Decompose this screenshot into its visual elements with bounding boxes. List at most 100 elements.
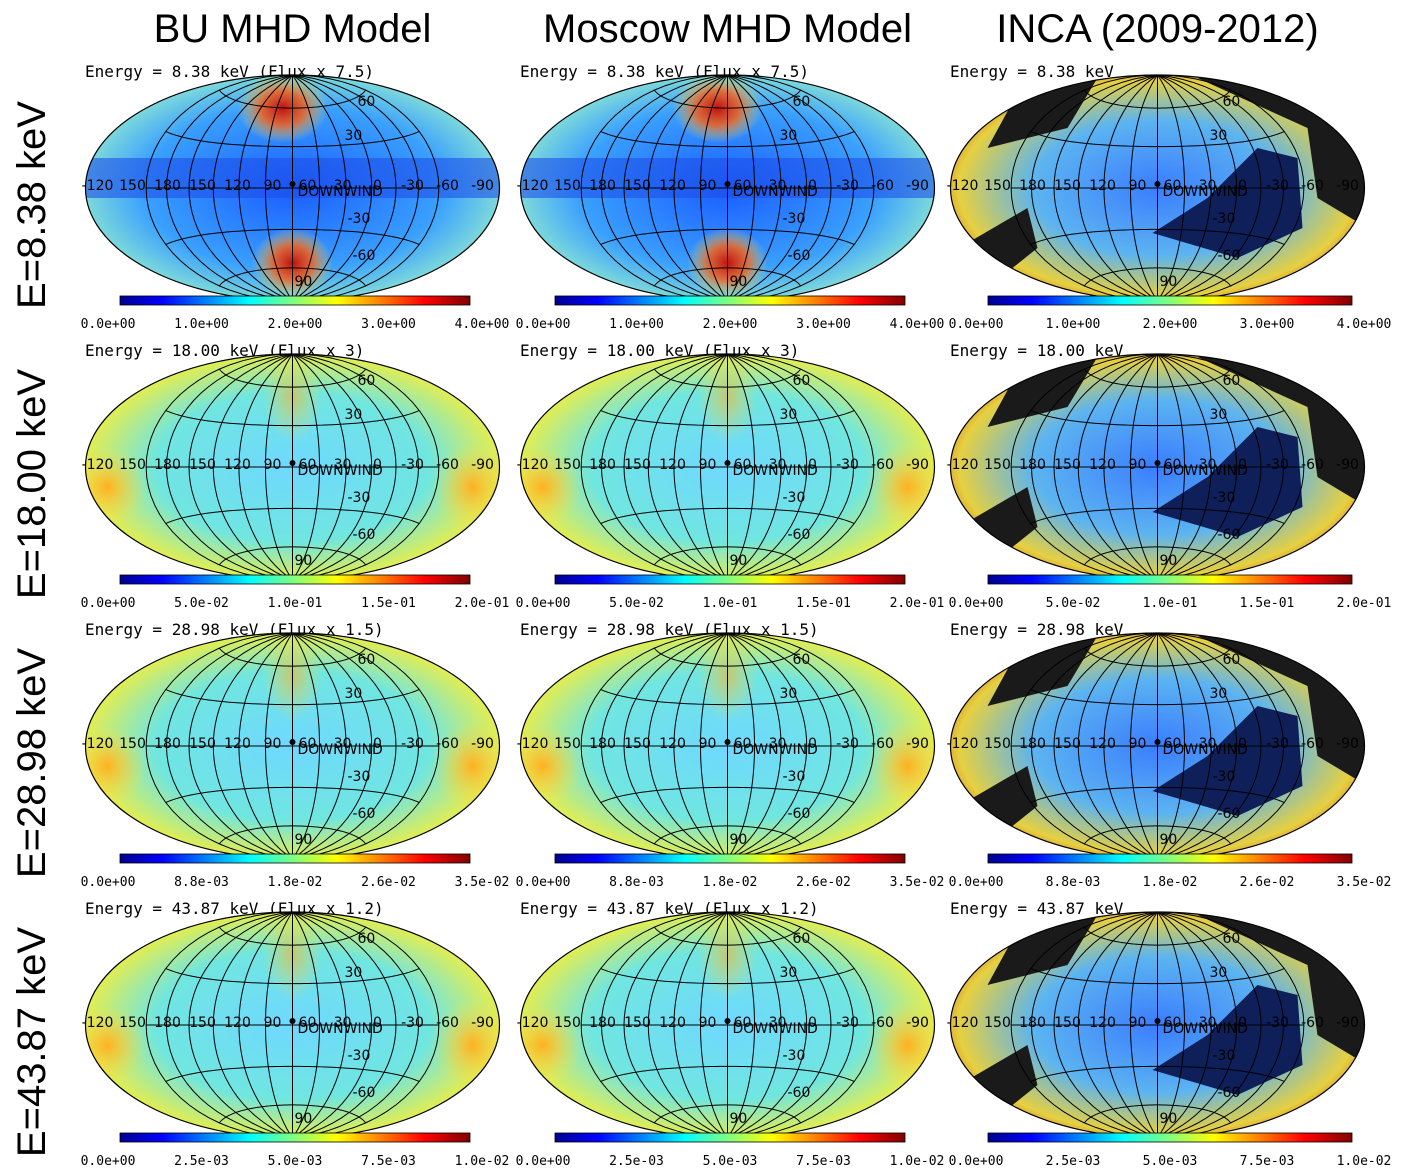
downwind-label: DOWNWIND: [733, 184, 818, 200]
longitude-label: 90: [1129, 1015, 1147, 1031]
latitude-label: 30: [780, 128, 798, 144]
latitude-label: 90: [295, 1111, 313, 1127]
latitude-label: -30: [1213, 211, 1236, 227]
colorbar: [120, 296, 470, 305]
colorbar-tick-label: 1.5e-01: [361, 596, 416, 611]
longitude-label: 120: [224, 736, 251, 752]
longitude-label: 120: [1089, 457, 1116, 473]
warm-spot: [868, 1000, 948, 1090]
colorbar-tick-label: 7.5e-03: [796, 1154, 851, 1169]
longitude-label: 150: [984, 1015, 1011, 1031]
downwind-label: DOWNWIND: [298, 463, 383, 479]
latitude-label: 90: [1160, 1111, 1178, 1127]
longitude-label: -90: [1336, 736, 1359, 752]
latitude-label: 60: [793, 652, 811, 668]
downwind-label: DOWNWIND: [298, 742, 383, 758]
latitude-label: -30: [783, 211, 806, 227]
latitude-label: 60: [358, 94, 376, 110]
downwind-label: DOWNWIND: [1163, 463, 1248, 479]
longitude-label: -120: [517, 457, 549, 473]
downwind-dot: [290, 181, 296, 187]
downwind-label: DOWNWIND: [1163, 184, 1248, 200]
colorbar-tick-label: 1.8e-02: [703, 875, 758, 890]
longitude-label: 150: [554, 457, 581, 473]
column-title: Moscow MHD Model: [543, 7, 912, 51]
longitude-label: 180: [154, 178, 181, 194]
longitude-label: 90: [1129, 457, 1147, 473]
panel: Energy = 28.98 keV (Flux x 1.5)-12015018…: [503, 620, 948, 890]
latitude-label: 60: [793, 931, 811, 947]
colorbar-tick-label: 1.5e-01: [1240, 596, 1295, 611]
longitude-label: 150: [1054, 457, 1081, 473]
panel: Energy = 18.00 keV-120150180150120906030…: [947, 341, 1392, 611]
latitude-label: 90: [730, 1111, 748, 1127]
colorbar-tick-label: 3.5e-02: [890, 875, 945, 890]
latitude-label: 90: [730, 832, 748, 848]
row-label: E=18.00 keV: [10, 369, 54, 599]
sky-map: -1201501801501209060300-30-60-906030-30-…: [68, 352, 513, 580]
longitude-label: 90: [264, 1015, 282, 1031]
colorbar: [988, 575, 1352, 584]
colorbar-tick-label: 1.0e+00: [174, 317, 229, 332]
colorbar-tick-label: 2.0e+00: [703, 317, 758, 332]
latitude-label: 30: [1210, 686, 1228, 702]
colorbar-tick-label: 0.0e+00: [81, 875, 136, 890]
colorbar-tick-label: 2.6e-02: [796, 875, 851, 890]
colorbar-tick-label: 0.0e+00: [516, 317, 571, 332]
longitude-label: 90: [699, 736, 717, 752]
energy-label: Energy = 28.98 keV: [950, 620, 1124, 639]
longitude-label: -60: [1301, 457, 1324, 473]
latitude-label: 30: [780, 407, 798, 423]
longitude-label: 120: [659, 1015, 686, 1031]
colorbar: [120, 854, 470, 863]
warm-spot: [868, 442, 948, 532]
latitude-label: 90: [1160, 553, 1178, 569]
colorbar-tick-label: 0.0e+00: [516, 1154, 571, 1169]
downwind-label: DOWNWIND: [733, 1021, 818, 1037]
latitude-label: -60: [1218, 806, 1241, 822]
colorbar-tick-label: 2.0e+00: [268, 317, 323, 332]
longitude-label: 180: [1019, 1015, 1046, 1031]
longitude-label: -90: [906, 457, 929, 473]
longitude-label: -60: [436, 736, 459, 752]
longitude-label: 150: [119, 736, 146, 752]
longitude-label: 180: [589, 457, 616, 473]
downwind-label: DOWNWIND: [1163, 742, 1248, 758]
colorbar-tick-label: 5.0e-03: [703, 1154, 758, 1169]
colorbar-tick-label: 0.0e+00: [949, 317, 1004, 332]
colorbar-tick-label: 2.6e-02: [1240, 875, 1295, 890]
latitude-label: -60: [353, 248, 376, 264]
downwind-dot: [725, 739, 731, 745]
longitude-label: -120: [82, 457, 114, 473]
colorbar-tick-label: 1.8e-02: [1143, 875, 1198, 890]
longitude-label: -30: [401, 457, 424, 473]
latitude-label: 30: [345, 407, 363, 423]
colorbar-tick-label: 5.0e-02: [609, 596, 664, 611]
longitude-label: 150: [624, 457, 651, 473]
downwind-dot: [725, 1018, 731, 1024]
longitude-label: 180: [154, 1015, 181, 1031]
colorbar-tick-label: 2.5e-03: [174, 1154, 229, 1169]
longitude-label: -60: [436, 178, 459, 194]
longitude-label: -60: [871, 736, 894, 752]
longitude-label: 90: [699, 1015, 717, 1031]
longitude-label: -30: [1266, 736, 1289, 752]
colorbar-tick-label: 0.0e+00: [81, 596, 136, 611]
longitude-label: 120: [1089, 736, 1116, 752]
latitude-label: 30: [780, 686, 798, 702]
longitude-label: -90: [471, 178, 494, 194]
colorbar-tick-label: 0.0e+00: [949, 1154, 1004, 1169]
longitude-label: -60: [1301, 178, 1324, 194]
latitude-label: -30: [348, 1048, 371, 1064]
longitude-label: -90: [1336, 178, 1359, 194]
longitude-label: 120: [224, 178, 251, 194]
energy-label: Energy = 18.00 keV: [950, 341, 1124, 360]
colorbar-tick-label: 7.5e-03: [1240, 1154, 1295, 1169]
latitude-label: 30: [345, 686, 363, 702]
downwind-dot: [725, 181, 731, 187]
longitude-label: -90: [1336, 1015, 1359, 1031]
panel: Energy = 18.00 keV (Flux x 3)-1201501801…: [68, 341, 513, 611]
